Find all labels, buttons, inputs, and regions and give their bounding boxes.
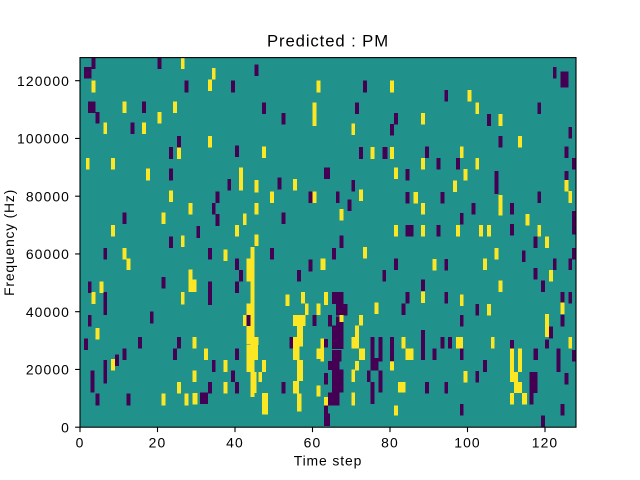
svg-text:20000: 20000	[26, 362, 70, 378]
svg-text:0: 0	[76, 434, 85, 450]
svg-text:20: 20	[149, 434, 167, 450]
svg-text:80: 80	[381, 434, 399, 450]
svg-text:100000: 100000	[17, 131, 70, 147]
svg-text:60: 60	[304, 434, 322, 450]
svg-text:40000: 40000	[26, 304, 70, 320]
svg-text:120000: 120000	[17, 73, 70, 89]
svg-text:Frequency (Hz): Frequency (Hz)	[1, 189, 17, 296]
svg-text:120: 120	[532, 434, 558, 450]
svg-text:80000: 80000	[26, 188, 70, 204]
svg-text:0: 0	[61, 419, 70, 435]
svg-text:40: 40	[226, 434, 244, 450]
svg-text:60000: 60000	[26, 246, 70, 262]
svg-text:Predicted : PM: Predicted : PM	[267, 31, 389, 50]
svg-text:Time step: Time step	[294, 453, 363, 469]
svg-text:100: 100	[454, 434, 480, 450]
